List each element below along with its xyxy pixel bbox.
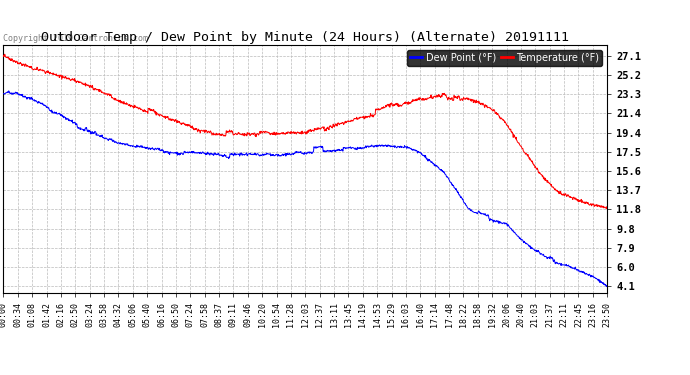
Title: Outdoor Temp / Dew Point by Minute (24 Hours) (Alternate) 20191111: Outdoor Temp / Dew Point by Minute (24 H… bbox=[41, 31, 569, 44]
Text: Copyright 2019 Cartronics.com: Copyright 2019 Cartronics.com bbox=[3, 33, 148, 42]
Legend: Dew Point (°F), Temperature (°F): Dew Point (°F), Temperature (°F) bbox=[407, 50, 602, 66]
